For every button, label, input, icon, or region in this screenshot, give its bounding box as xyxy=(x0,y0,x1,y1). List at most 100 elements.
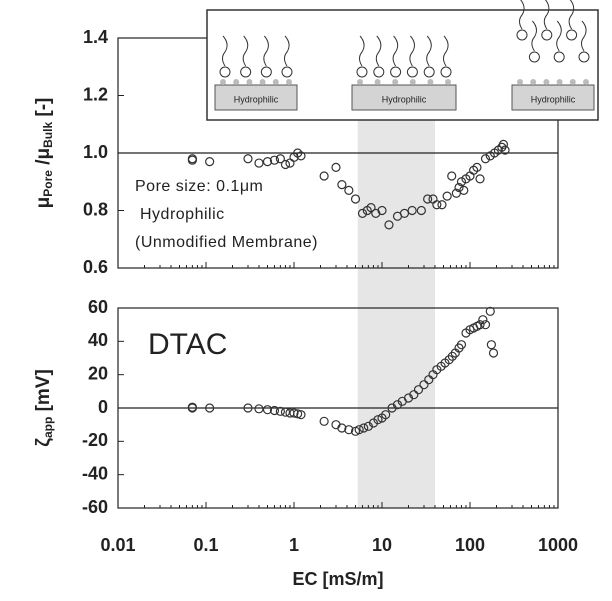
surfactant-head xyxy=(390,66,402,78)
data-point xyxy=(331,162,341,172)
y-tick-label: 1.0 xyxy=(83,142,108,162)
surfactant-tail xyxy=(392,35,399,67)
surfactant-tail xyxy=(443,35,449,67)
data-point xyxy=(478,315,488,325)
data-point xyxy=(377,205,387,216)
surfactant-head xyxy=(578,51,590,63)
data-point xyxy=(472,162,482,172)
data-point xyxy=(432,200,442,210)
surfactant-tail xyxy=(284,35,290,67)
surfactant-tail xyxy=(426,35,432,67)
y-axis-label-part: [mV] xyxy=(33,369,54,417)
data-point xyxy=(456,177,467,187)
surface-site xyxy=(246,79,253,85)
data-point xyxy=(344,185,354,195)
membrane xyxy=(214,84,298,111)
data-point xyxy=(262,157,273,167)
data-point xyxy=(392,400,403,410)
surfactant-tail xyxy=(359,35,365,67)
surfactant-head xyxy=(240,66,252,78)
y-tick-label: 0.6 xyxy=(83,257,108,277)
surface-site xyxy=(569,79,576,85)
data-point xyxy=(399,208,410,218)
surface-site xyxy=(543,79,550,85)
data-point xyxy=(454,182,464,193)
membrane xyxy=(511,84,595,111)
data-point xyxy=(409,390,419,400)
y-tick-label: 1.4 xyxy=(83,27,108,47)
data-point xyxy=(500,145,510,155)
data-point xyxy=(459,185,469,195)
data-point xyxy=(359,423,369,433)
data-point xyxy=(456,340,467,350)
data-point xyxy=(337,423,347,433)
data-point xyxy=(262,405,273,415)
data-point xyxy=(187,155,197,165)
data-point xyxy=(319,171,329,181)
data-point xyxy=(187,403,197,413)
data-point xyxy=(254,158,264,168)
x-tick-label: 1 xyxy=(289,535,299,555)
surface-site xyxy=(409,79,416,85)
surface-site xyxy=(374,79,381,85)
y-axis-label: ζapp [mV] xyxy=(33,369,55,447)
data-point xyxy=(357,208,368,218)
membrane xyxy=(351,84,457,111)
data-point xyxy=(254,404,264,414)
surface-site xyxy=(556,79,563,85)
data-point xyxy=(319,416,329,426)
data-point xyxy=(296,151,306,161)
x-tick-label: 100 xyxy=(455,535,485,555)
data-point xyxy=(475,174,485,184)
data-point xyxy=(205,403,215,413)
surface-site xyxy=(427,79,434,85)
y-tick-label: 60 xyxy=(88,297,108,317)
annotation: Pore size: 0.1μm xyxy=(135,178,263,195)
y-axis-label: μPore /μBulk [-] xyxy=(33,98,55,209)
surfactant-tail xyxy=(543,0,550,30)
y-tick-label: -60 xyxy=(82,497,108,517)
data-point xyxy=(407,205,417,216)
data-point xyxy=(296,410,306,420)
data-point xyxy=(373,415,383,425)
y-axis-label-part: /μ xyxy=(33,148,54,170)
surface-site xyxy=(392,79,399,85)
y-axis-label-part: μ xyxy=(33,197,54,209)
inset-diagram: Hydrophilic Hydrophilic Hydrophilic xyxy=(206,0,599,121)
data-point xyxy=(269,405,280,416)
data-point xyxy=(437,200,447,210)
data-point xyxy=(416,205,426,216)
y-axis-label-part: Pore xyxy=(41,170,55,197)
surfactant-head xyxy=(219,66,231,78)
annotation: (Unmodified Membrane) xyxy=(135,234,318,251)
y-tick-label: -40 xyxy=(82,463,108,483)
data-point xyxy=(442,191,452,201)
surfactant-head xyxy=(260,66,272,78)
data-point xyxy=(444,355,454,365)
surfactant-head xyxy=(423,66,435,78)
surfactant-tail xyxy=(222,35,228,67)
surfactant-head xyxy=(440,66,452,78)
x-tick-label: 10 xyxy=(372,535,392,555)
surfactant-tail xyxy=(263,35,269,67)
data-point xyxy=(480,154,491,164)
surfactant-head xyxy=(406,66,418,78)
surfactant-tail xyxy=(531,20,537,52)
surface-site xyxy=(530,79,537,85)
data-point xyxy=(423,194,433,204)
surfactant-head xyxy=(528,51,540,63)
x-tick-label: 1000 xyxy=(538,535,578,555)
y-tick-label: 1.2 xyxy=(83,84,108,104)
y-axis-label-part: app xyxy=(41,417,55,438)
data-point xyxy=(337,180,347,190)
surface-site xyxy=(272,79,279,85)
y-tick-label: 40 xyxy=(88,330,108,350)
surfactant-tail xyxy=(581,20,587,52)
y-tick-label: -20 xyxy=(82,430,108,450)
data-point xyxy=(384,220,394,230)
surfactant-head xyxy=(281,66,293,78)
x-axis-label: EC [mS/m] xyxy=(292,569,383,589)
y-axis-label-part: ζ xyxy=(33,438,54,447)
data-point xyxy=(413,385,424,395)
